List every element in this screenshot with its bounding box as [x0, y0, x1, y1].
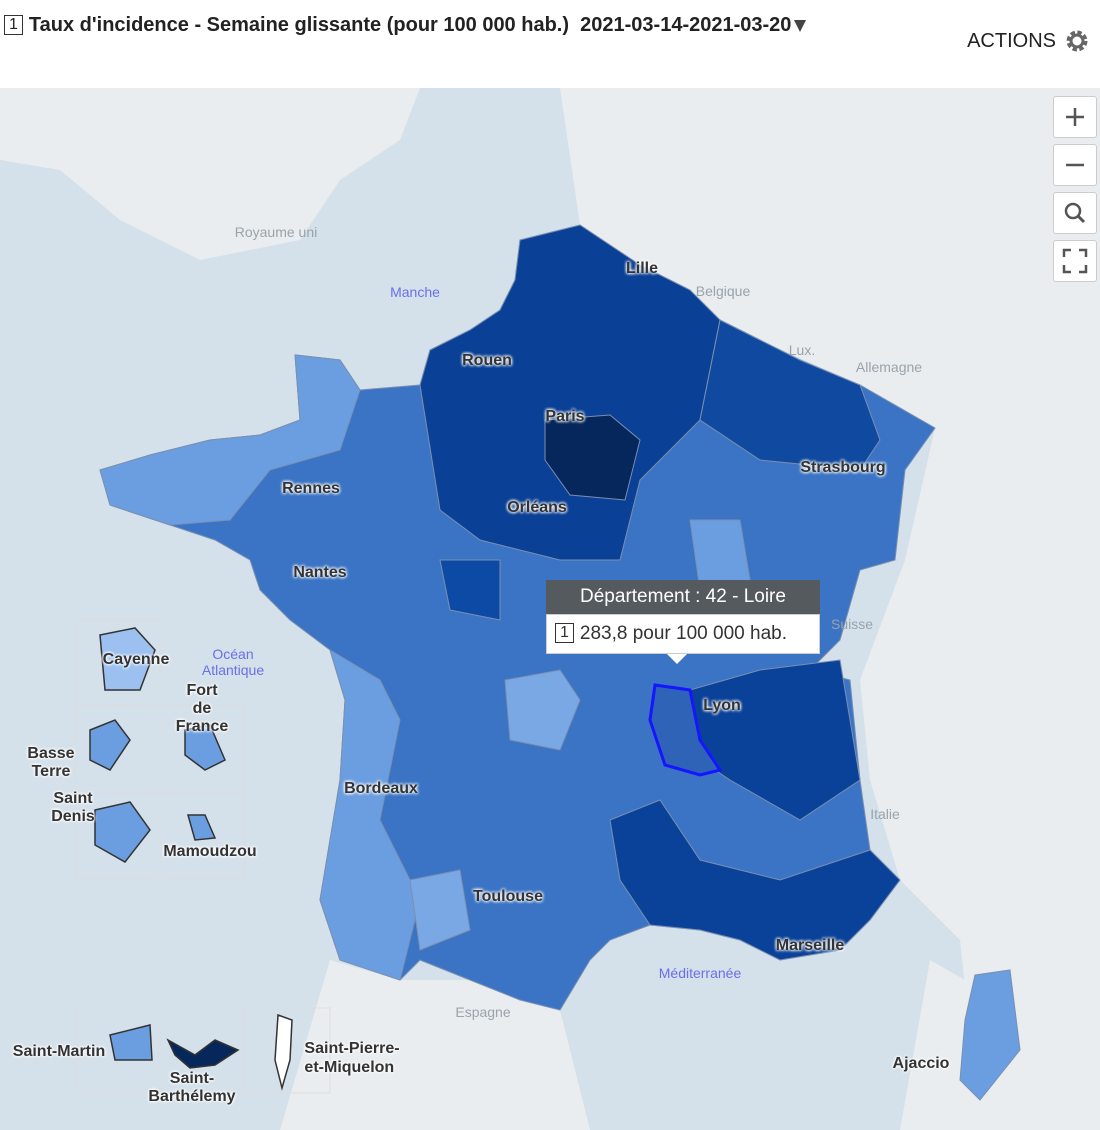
overseas-label: Saint- Barthélemy: [148, 1070, 235, 1106]
guyane: [99, 627, 156, 691]
search-icon: [1064, 202, 1086, 224]
tooltip-body: 1 283,8 pour 100 000 hab.: [546, 614, 820, 654]
header: 1 Taux d'incidence - Semaine glissante (p…: [0, 0, 1100, 88]
sea-label: Manche: [390, 284, 440, 300]
saint-martin: [109, 1024, 153, 1061]
city-label: Lyon: [703, 697, 741, 714]
sea-label: Méditerranée: [658, 965, 742, 981]
saint-pierre: [274, 1013, 293, 1091]
country-label: Belgique: [695, 283, 751, 299]
actions-label: ACTIONS: [967, 29, 1056, 52]
city-label: Marseille: [775, 937, 845, 954]
sea-label-line: Océan: [212, 646, 254, 662]
label-line: de: [192, 700, 212, 717]
zoom-in-icon: [1066, 108, 1084, 126]
label-line: Basse: [27, 745, 75, 762]
period: 2021-03-14-2021-03-20: [580, 14, 792, 36]
sea-label-line: Atlantique: [201, 662, 265, 678]
zoom-out-button[interactable]: [1053, 144, 1097, 186]
country-label: Espagne: [455, 1004, 511, 1020]
city-label: Strasbourg: [800, 459, 886, 476]
inset-frame: [159, 792, 246, 879]
city-label: Lille: [625, 260, 659, 277]
region-west: [99, 354, 361, 526]
region-northeast: [699, 319, 881, 471]
map-canvas: [0, 88, 1100, 1130]
mayotte: [187, 814, 217, 841]
reunion: [94, 801, 151, 863]
label-line: Saint: [53, 790, 93, 807]
overseas-label: Cayenne: [102, 651, 170, 668]
label-line: Terre: [31, 763, 71, 780]
country-label: Royaume uni: [234, 224, 318, 240]
search-button[interactable]: [1053, 192, 1097, 234]
inset-frame: [244, 1007, 331, 1094]
region-paris: [544, 414, 641, 501]
martinique: [184, 724, 226, 771]
label-line: Saint-Pierre-: [304, 1040, 400, 1057]
map[interactable]: Royaume uni Belgique Lux. Allemagne Suis…: [0, 88, 1100, 1130]
overseas-label: Basse Terre: [27, 745, 74, 781]
guadeloupe: [89, 719, 131, 771]
label-line: Barthélemy: [148, 1088, 236, 1105]
city-label: Rouen: [462, 352, 512, 369]
gear-icon: [1066, 30, 1088, 52]
region-limousin: [504, 669, 581, 751]
zoom-out-icon: [1066, 163, 1084, 167]
region-centre: [439, 559, 501, 621]
overseas-label: Fort de France: [176, 682, 228, 736]
city-label: Ajaccio: [892, 1055, 950, 1072]
dropdown-caret[interactable]: [794, 20, 807, 32]
overseas-label: Saint-Martin: [12, 1043, 106, 1060]
region-gers: [409, 869, 471, 951]
city-label: Bordeaux: [344, 780, 418, 797]
region-southeast: [609, 799, 901, 961]
sea-label: Océan Atlantique: [202, 646, 264, 678]
layer-badge: 1: [4, 15, 23, 35]
country-label: Lux.: [788, 342, 816, 358]
overseas-label: Saint-Pierre-et-Miquelon: [304, 1039, 399, 1077]
city-label: Toulouse: [473, 888, 543, 905]
country-label: Italie: [870, 806, 900, 822]
city-label: Nantes: [293, 564, 347, 581]
overseas-label: Mamoudzou: [163, 843, 257, 860]
tooltip-arrow: [667, 654, 687, 664]
zoom-in-button[interactable]: [1053, 96, 1097, 138]
region-north: [419, 224, 721, 561]
corsica: [959, 969, 1021, 1101]
tooltip-badge: 1: [555, 623, 574, 643]
overseas-label: Saint Denis: [51, 790, 95, 826]
label-line: Fort: [186, 682, 218, 699]
title: 1 Taux d'incidence - Semaine glissante (p…: [4, 8, 904, 42]
country-label: Suisse: [830, 616, 874, 632]
tooltip: Département : 42 - Loire 1 283,8 pour 100…: [546, 580, 820, 664]
city-label: Paris: [545, 408, 585, 425]
loire-selected[interactable]: [648, 683, 723, 777]
uk-land: [0, 88, 420, 260]
fullscreen-icon: [1062, 248, 1088, 274]
title-text: Taux d'incidence - Semaine glissante (po…: [28, 14, 570, 36]
actions-button[interactable]: ACTIONS: [967, 28, 1090, 54]
label-line: Saint-: [169, 1070, 215, 1087]
spain-land: [280, 960, 590, 1130]
label-line: France: [175, 718, 229, 735]
country-label: Allemagne: [855, 359, 923, 375]
city-label: Orléans: [507, 499, 567, 516]
saint-barthelemy: [166, 1038, 240, 1069]
region-southwest: [319, 648, 421, 981]
label-line: et-Miquelon: [304, 1059, 395, 1076]
label-line: Denis: [51, 808, 95, 825]
tooltip-title: Département : 42 - Loire: [546, 580, 820, 614]
fullscreen-button[interactable]: [1053, 240, 1097, 282]
city-label: Rennes: [282, 480, 340, 497]
tooltip-value: 283,8 pour 100 000 hab.: [579, 623, 787, 644]
europe-land: [560, 88, 1100, 1130]
